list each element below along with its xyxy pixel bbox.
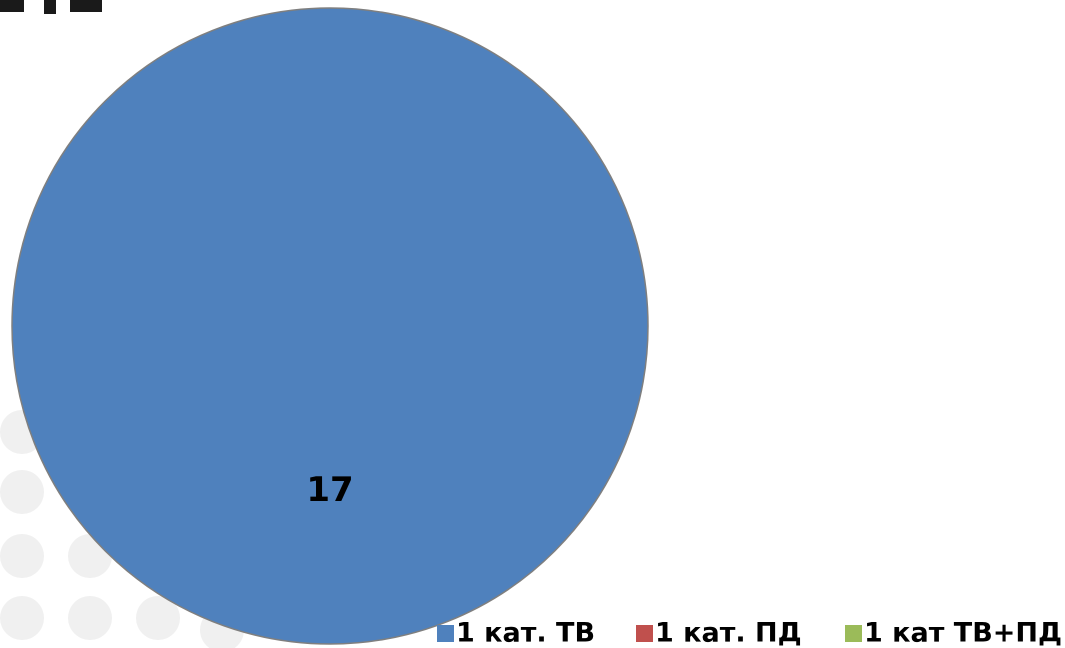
background-dot bbox=[0, 534, 44, 578]
pie-slices bbox=[11, 7, 649, 645]
legend-label: 1 кат. ПД bbox=[655, 618, 802, 648]
background-dot bbox=[0, 596, 44, 640]
legend-swatch bbox=[437, 625, 454, 642]
title-fragment-glyph bbox=[70, 0, 102, 12]
background-dot bbox=[136, 596, 180, 640]
background-dot bbox=[68, 596, 112, 640]
legend-label: 1 кат. ТВ bbox=[456, 618, 595, 648]
legend-swatch bbox=[845, 625, 862, 642]
pie-slice bbox=[11, 7, 649, 645]
legend-label: 1 кат ТВ+ПД bbox=[864, 618, 1062, 648]
title-fragment-glyph bbox=[44, 0, 56, 14]
title-fragment bbox=[0, 0, 102, 14]
legend: 1 кат. ТВ 1 кат. ПД 1 кат ТВ+ПД bbox=[437, 618, 1062, 648]
legend-swatch bbox=[636, 625, 653, 642]
pie-data-label: 17 bbox=[306, 470, 353, 510]
background-dot bbox=[0, 470, 44, 514]
pie-data-labels: 17 bbox=[306, 470, 353, 510]
title-fragment-glyph bbox=[0, 0, 24, 12]
